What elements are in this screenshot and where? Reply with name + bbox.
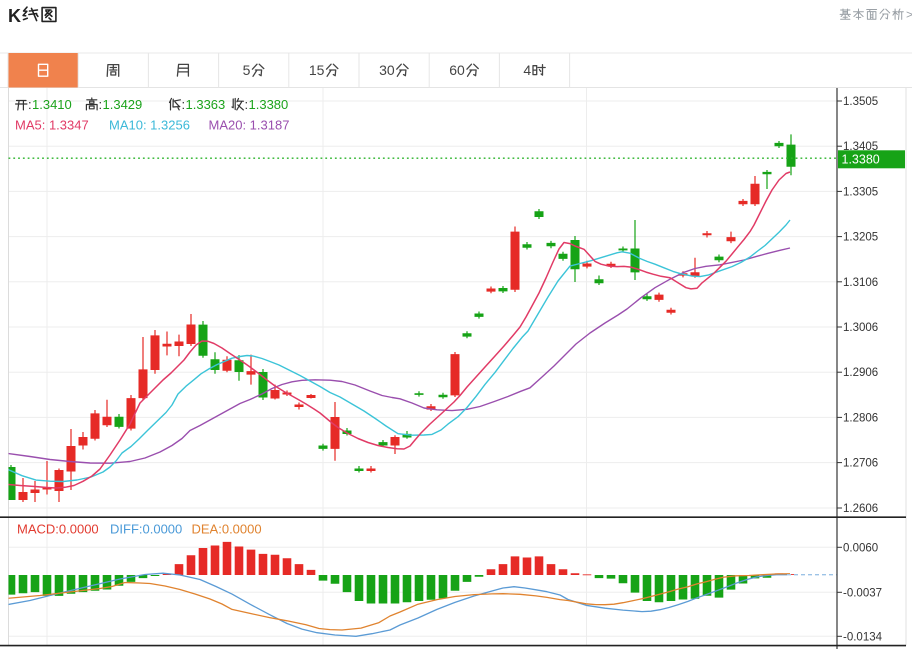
svg-text:1.3405: 1.3405 — [843, 141, 878, 153]
svg-text:1.3380: 1.3380 — [842, 153, 880, 167]
svg-text::: : — [99, 97, 103, 112]
svg-text::: : — [182, 97, 186, 112]
svg-text:MA5: 1.3347: MA5: 1.3347 — [15, 118, 89, 133]
svg-text:1.2706: 1.2706 — [843, 458, 878, 470]
svg-text:1.3380: 1.3380 — [249, 97, 289, 112]
svg-text:DIFF:0.0000: DIFF:0.0000 — [110, 522, 182, 537]
svg-text:-0.0134: -0.0134 — [843, 631, 883, 643]
svg-text:DEA:0.0000: DEA:0.0000 — [192, 522, 262, 537]
svg-text:MA10: 1.3256: MA10: 1.3256 — [109, 118, 190, 133]
svg-text:1.3363: 1.3363 — [186, 97, 226, 112]
svg-text:15: 15 — [309, 62, 325, 78]
svg-text:1.2806: 1.2806 — [843, 412, 878, 424]
svg-text::: : — [245, 97, 249, 112]
svg-text:4: 4 — [523, 62, 531, 78]
svg-text:1.3205: 1.3205 — [843, 232, 878, 244]
svg-text:MACD:0.0000: MACD:0.0000 — [17, 522, 99, 537]
svg-text:1.3305: 1.3305 — [843, 186, 878, 198]
svg-text:1.3106: 1.3106 — [843, 277, 878, 289]
svg-text:0.0060: 0.0060 — [843, 542, 878, 554]
svg-text:-0.0037: -0.0037 — [843, 587, 882, 599]
svg-text:1.3429: 1.3429 — [103, 97, 143, 112]
svg-text:1.3410: 1.3410 — [32, 97, 72, 112]
svg-text:30: 30 — [379, 62, 395, 78]
svg-text:MA20: 1.3187: MA20: 1.3187 — [209, 118, 290, 133]
svg-text:1.3006: 1.3006 — [843, 322, 878, 334]
svg-text:>: > — [906, 8, 912, 22]
svg-text:60: 60 — [449, 62, 465, 78]
svg-text:1.2606: 1.2606 — [843, 503, 878, 515]
svg-text:1.2906: 1.2906 — [843, 367, 878, 379]
svg-text:5: 5 — [243, 62, 251, 78]
svg-text:1.3505: 1.3505 — [843, 96, 878, 108]
svg-text::: : — [28, 97, 32, 112]
svg-text:K: K — [8, 6, 21, 26]
